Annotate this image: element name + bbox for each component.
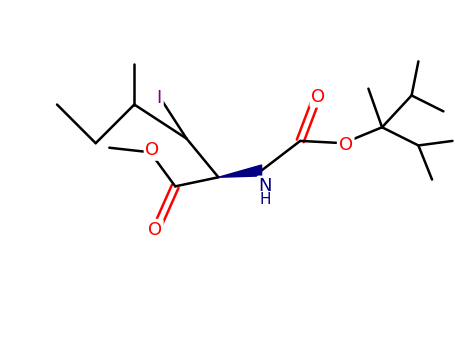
Polygon shape	[218, 165, 262, 177]
Text: O: O	[148, 220, 162, 239]
Text: O: O	[311, 88, 325, 106]
Text: N: N	[258, 177, 272, 195]
Text: H: H	[259, 193, 271, 208]
Text: I: I	[157, 89, 162, 107]
Text: O: O	[339, 136, 353, 154]
Text: O: O	[146, 141, 160, 159]
